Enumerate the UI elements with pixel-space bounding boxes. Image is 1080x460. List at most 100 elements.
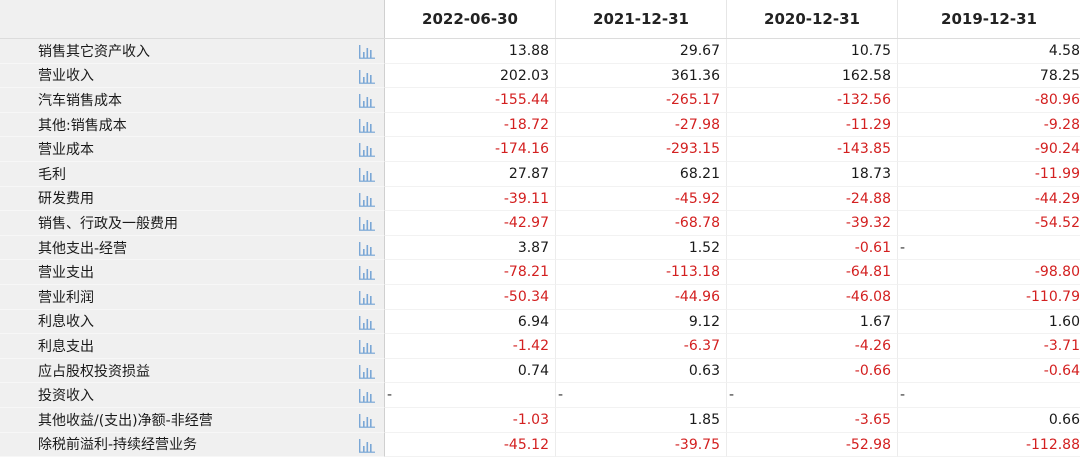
bar-chart-icon[interactable] — [357, 239, 377, 256]
row-label-cell: 营业成本 — [0, 137, 385, 162]
bar-chart-icon[interactable] — [357, 386, 377, 404]
cell-value: -80.96 — [1034, 92, 1080, 109]
cell-value: 68.21 — [679, 165, 720, 182]
table-cell: -54.52 — [898, 211, 1080, 236]
table-cell: - — [898, 383, 1080, 408]
table-cell: -4.26 — [727, 334, 898, 359]
cell-value: -0.61 — [854, 239, 891, 256]
row-label: 营业利润 — [38, 289, 94, 306]
cell-value: -143.85 — [836, 141, 891, 158]
cell-value: 6.94 — [517, 313, 549, 330]
row-label: 汽车销售成本 — [38, 92, 122, 109]
table-row: 其他收益/(支出)净额-非经营 -1.03 1.85 -3.65 0.66 — [0, 407, 1080, 433]
header-date-1[interactable]: 2021-12-31 — [556, 0, 727, 38]
table-cell: -1.42 — [385, 334, 556, 359]
cell-value: -132.56 — [836, 92, 891, 109]
cell-value: - — [558, 387, 564, 404]
table-header: 2022-06-30 2021-12-31 2020-12-31 2019-12… — [0, 0, 1080, 39]
cell-value: -39.32 — [845, 215, 891, 232]
row-label: 销售、行政及一般费用 — [38, 215, 178, 232]
table-row: 销售、行政及一般费用 -42.97 -68.78 -39.32 -54.52 — [0, 211, 1080, 236]
bar-chart-icon[interactable] — [357, 214, 377, 231]
cell-value: - — [387, 387, 393, 404]
table-cell: -24.88 — [727, 186, 898, 212]
cell-value: -0.66 — [854, 362, 891, 379]
row-label: 毛利 — [38, 166, 66, 183]
table-cell: 27.87 — [385, 161, 556, 187]
cell-value: 1.67 — [859, 313, 891, 330]
bar-chart-icon[interactable] — [357, 436, 377, 453]
bar-chart-icon[interactable] — [357, 288, 377, 305]
row-label: 其他收益/(支出)净额-非经营 — [38, 412, 213, 429]
table-cell: -68.78 — [556, 211, 727, 236]
cell-value: -9.28 — [1043, 116, 1080, 133]
bar-chart-icon[interactable] — [357, 411, 377, 428]
bar-chart-icon[interactable] — [357, 165, 377, 182]
cell-value: 1.52 — [688, 239, 720, 256]
cell-value: -45.92 — [674, 190, 720, 207]
row-label-cell: 利息收入 — [0, 309, 385, 335]
header-date-3[interactable]: 2019-12-31 — [941, 10, 1037, 28]
table-cell: 1.52 — [556, 235, 727, 261]
table-cell: 1.67 — [727, 309, 898, 335]
table-row: 研发费用 -39.11 -45.92 -24.88 -44.29 — [0, 186, 1080, 212]
bar-chart-icon[interactable] — [357, 337, 377, 354]
cell-value: -52.98 — [845, 436, 891, 453]
row-label-cell: 应占股权投资损益 — [0, 358, 385, 384]
header-date-2[interactable]: 2020-12-31 — [727, 0, 898, 38]
row-label-cell: 利息支出 — [0, 334, 385, 359]
cell-value: -265.17 — [665, 92, 720, 109]
row-label-cell: 研发费用 — [0, 186, 385, 212]
table-cell: 68.21 — [556, 161, 727, 187]
table-row: 营业成本 -174.16 -293.15 -143.85 -90.24 — [0, 137, 1080, 162]
cell-value: -1.03 — [512, 411, 549, 428]
cell-value: 0.66 — [1048, 411, 1080, 428]
table-cell: -11.99 — [898, 161, 1080, 187]
table-cell: - — [727, 383, 898, 408]
bar-chart-icon[interactable] — [357, 91, 377, 108]
header-label-cell — [0, 0, 385, 38]
table-cell: -3.71 — [898, 334, 1080, 359]
table-cell: -112.88 — [898, 432, 1080, 458]
table-cell: -39.75 — [556, 432, 727, 458]
cell-value: 1.60 — [1048, 313, 1080, 330]
cell-value: 0.74 — [517, 362, 549, 379]
bar-chart-icon[interactable] — [357, 140, 377, 158]
row-label-cell: 销售其它资产收入 — [0, 39, 385, 64]
row-label: 其他支出-经营 — [38, 240, 128, 257]
bar-chart-icon[interactable] — [357, 42, 377, 59]
table-cell: -78.21 — [385, 260, 556, 285]
table-row: 其他:销售成本 -18.72 -27.98 -11.29 -9.28 — [0, 112, 1080, 138]
header-date-0[interactable]: 2022-06-30 — [385, 0, 556, 38]
cell-value: 27.87 — [508, 165, 549, 182]
table-cell: -90.24 — [898, 137, 1080, 162]
cell-value: 3.87 — [517, 239, 549, 256]
row-label-cell: 汽车销售成本 — [0, 88, 385, 113]
table-cell: 0.66 — [898, 407, 1080, 433]
table-cell: 1.85 — [556, 407, 727, 433]
cell-value: 361.36 — [671, 67, 720, 84]
cell-value: -11.99 — [1034, 165, 1080, 182]
row-label-cell: 销售、行政及一般费用 — [0, 211, 385, 236]
cell-value: -54.52 — [1034, 215, 1080, 232]
cell-value: -113.18 — [665, 264, 720, 281]
bar-chart-icon[interactable] — [357, 190, 377, 207]
table-cell: -44.29 — [898, 186, 1080, 212]
table-row: 除税前溢利-持续经营业务 -45.12 -39.75 -52.98 -112.88 — [0, 432, 1080, 458]
bar-chart-icon[interactable] — [357, 263, 377, 281]
cell-value: 0.63 — [688, 362, 720, 379]
bar-chart-icon[interactable] — [357, 362, 377, 379]
bar-chart-icon[interactable] — [357, 67, 377, 84]
table-cell: 18.73 — [727, 161, 898, 187]
table-cell: 29.67 — [556, 39, 727, 64]
row-label-cell: 毛利 — [0, 161, 385, 187]
row-label-cell: 营业收入 — [0, 63, 385, 89]
table-cell: 202.03 — [385, 63, 556, 89]
table-row: 投资收入 - - - - — [0, 383, 1080, 408]
table-cell: -113.18 — [556, 260, 727, 285]
cell-value: -24.88 — [845, 190, 891, 207]
cell-value: -90.24 — [1034, 141, 1080, 158]
row-label: 利息收入 — [38, 314, 94, 331]
bar-chart-icon[interactable] — [357, 313, 377, 330]
bar-chart-icon[interactable] — [357, 116, 377, 133]
